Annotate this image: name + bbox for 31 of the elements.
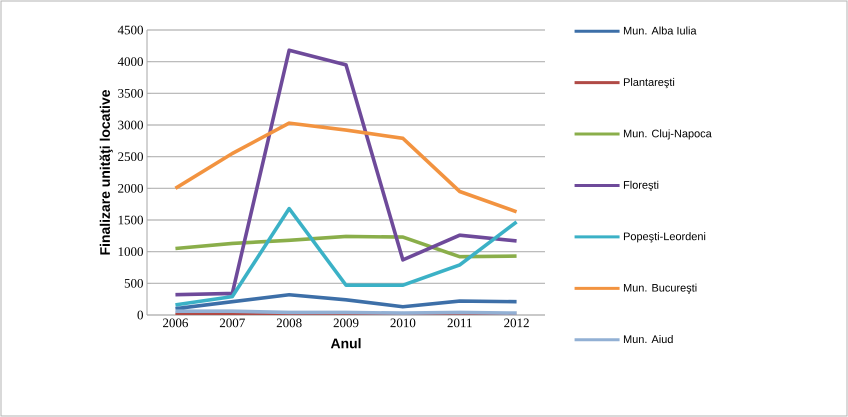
legend-label: Popeşti-Leordeni (624, 232, 706, 242)
line-series (174, 234, 518, 259)
x-tick-label: 2007 (220, 318, 245, 328)
y-tick-label: 3500 (118, 88, 143, 98)
x-tick-label: 2009 (334, 318, 358, 328)
line-series (174, 206, 518, 307)
y-tick-label: 3000 (118, 120, 143, 130)
y-tick-label: 4500 (118, 26, 143, 34)
legend-label: Plantareşti (624, 78, 674, 88)
line-series (174, 292, 518, 310)
y-tick-label: 4000 (118, 57, 143, 66)
legend-label: Mun. Cluj-Napoca (624, 129, 712, 140)
x-tick-label: 2012 (504, 318, 529, 328)
x-axis-title: Anul (330, 338, 361, 348)
x-tick-label: 2011 (448, 318, 472, 328)
line-series (174, 48, 518, 297)
y-tick-label: 1000 (118, 247, 143, 256)
y-axis-title: Finalizare unităţi locative (100, 90, 113, 254)
legend-label: Mun. Alba Iulia (624, 26, 697, 35)
x-tick-label: 2008 (276, 318, 302, 328)
y-tick-label: 1500 (118, 216, 143, 224)
y-tick-label: 500 (124, 278, 143, 288)
y-tick-label: 2500 (118, 152, 143, 162)
legend-label: Mun. Aiud (624, 335, 673, 344)
legend-label: Mun. Bucureşti (624, 284, 696, 294)
legend-label: Floreşti (624, 180, 658, 192)
line-series (174, 121, 518, 214)
y-tick-label: 2000 (118, 184, 143, 193)
y-tick-label: 0 (138, 310, 143, 320)
x-tick-label: 2010 (390, 318, 416, 328)
x-tick-label: 2006 (163, 318, 188, 328)
